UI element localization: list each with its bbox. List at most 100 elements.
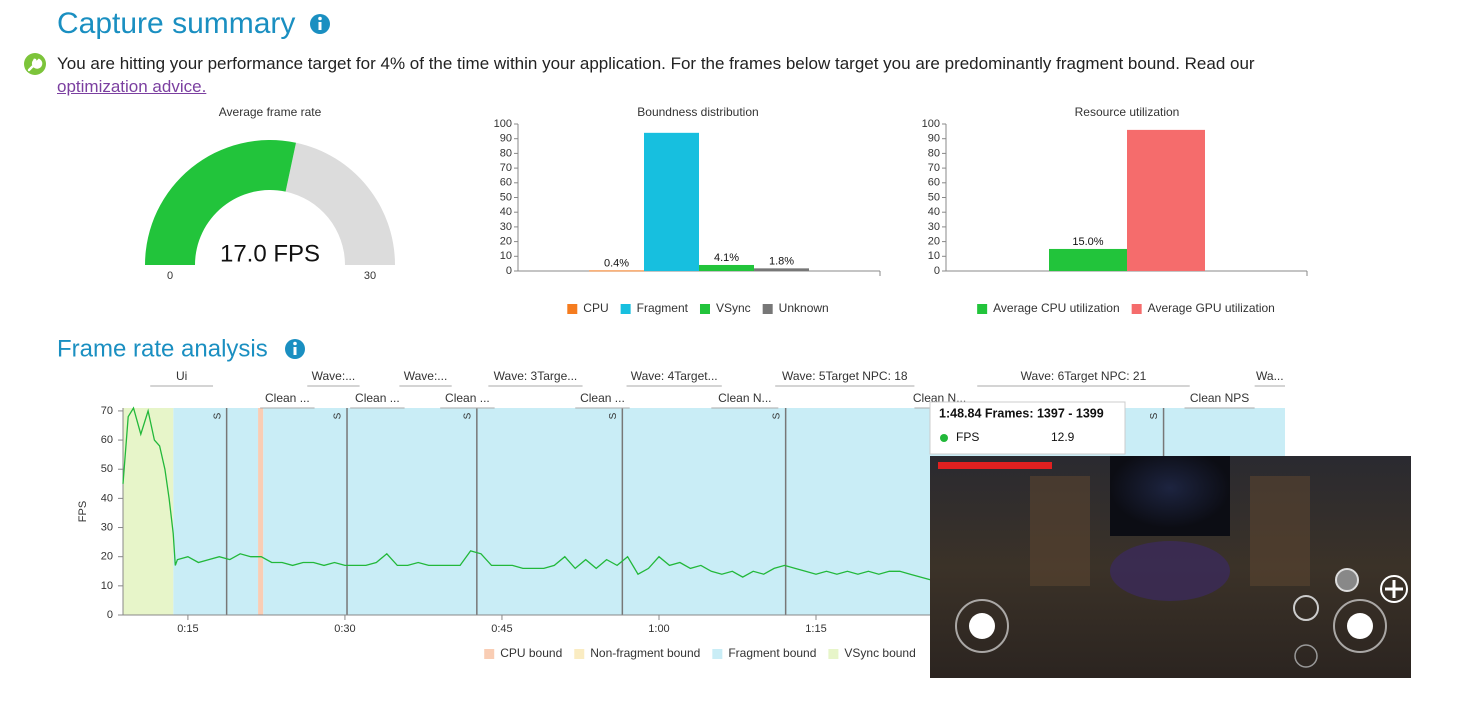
y-tick-label: 20 (101, 551, 113, 563)
y-tick-label: 10 (500, 250, 512, 262)
y-axis-label: FPS (77, 501, 89, 522)
legend-swatch (762, 304, 773, 314)
info-icon[interactable] (310, 14, 330, 34)
wrench-icon (24, 53, 46, 75)
legend: Average CPU utilization Average GPU utili… (977, 301, 1275, 315)
tooltip-dot (940, 434, 948, 442)
legend-swatch (1131, 304, 1142, 314)
tooltip-label: FPS (956, 430, 979, 444)
chart-title: Resource utilization (1075, 105, 1180, 119)
chart-title: Boundness distribution (637, 105, 758, 119)
legend-label: CPU bound (500, 646, 562, 660)
y-tick-label: 10 (928, 250, 940, 262)
legend-label: VSync bound (844, 646, 915, 660)
legend-label: VSync (716, 301, 751, 315)
value-label: 4.1% (714, 252, 739, 264)
info-icon[interactable] (285, 339, 305, 359)
gauge-tick-label: 0 (167, 270, 173, 282)
gauge-value (145, 140, 296, 265)
y-tick-label: 30 (101, 521, 113, 533)
annotation-label: Clean ... (355, 391, 400, 405)
legend-label: Unknown (779, 301, 829, 315)
value-label: 1.8% (769, 255, 794, 267)
x-tick-label: 0:30 (334, 623, 355, 635)
marker-label: S (462, 412, 473, 419)
y-tick-label: 60 (928, 177, 940, 189)
legend-swatch (574, 649, 585, 659)
y-tick-label: 60 (500, 177, 512, 189)
chart-title: Average frame rate (219, 105, 322, 119)
annotation-label: Clean N... (718, 391, 771, 405)
tooltip-title: 1:48.84 Frames: 1397 - 1399 (939, 406, 1104, 420)
annotation-label: Wave: 6Target NPC: 21 (1021, 369, 1147, 383)
bar (699, 264, 754, 271)
tooltip-value: 12.9 (1051, 430, 1075, 444)
annotation-label: Clean ... (445, 391, 490, 405)
y-tick-label: 70 (500, 162, 512, 174)
y-tick-label: 20 (928, 236, 940, 248)
legend-swatch (484, 649, 495, 659)
legend-label: Fragment bound (728, 646, 816, 660)
y-tick-label: 0 (934, 265, 940, 277)
advice-link[interactable]: optimization advice. (57, 77, 207, 96)
tooltip-box (929, 401, 1126, 455)
annotation-label: Wave: 4Target... (631, 369, 718, 383)
x-tick-label: 0:15 (177, 623, 198, 635)
bound-region (258, 408, 264, 615)
marker-label: S (771, 412, 782, 419)
y-tick-label: 100 (922, 118, 940, 130)
section-title: Frame rate analysis (57, 335, 268, 362)
gauge-label: 17.0 FPS (220, 240, 320, 267)
annotation-label: Clean ... (580, 391, 625, 405)
value-label: 15.0% (1072, 236, 1103, 248)
y-tick-label: 70 (928, 162, 940, 174)
y-tick-label: 30 (928, 221, 940, 233)
legend: CPU Fragment VSync Unknown (567, 301, 829, 315)
legend-swatch (567, 304, 578, 314)
x-tick-label: 0:45 (491, 623, 512, 635)
annotation-label: Clean NPS (1190, 391, 1249, 405)
y-tick-label: 80 (928, 147, 940, 159)
y-tick-label: 30 (500, 221, 512, 233)
x-tick-label: 1:00 (648, 623, 669, 635)
annotation-label: Wave: 5Target NPC: 18 (782, 369, 908, 383)
legend-swatch (712, 649, 723, 659)
y-tick-label: 70 (101, 405, 113, 417)
bar (1127, 129, 1205, 271)
legend-swatch (977, 304, 988, 314)
marker-label: S (1149, 412, 1160, 419)
game-screenshot (930, 456, 1411, 678)
y-tick-label: 40 (500, 206, 512, 218)
y-tick-label: 60 (101, 434, 113, 446)
value-label: 0.4% (604, 257, 629, 269)
y-tick-label: 50 (500, 191, 512, 203)
bar (644, 132, 699, 271)
gauge-track (285, 142, 395, 265)
y-tick-label: 40 (928, 206, 940, 218)
bar (589, 270, 644, 272)
gauge-tick-label: 30 (364, 270, 376, 282)
annotation-label: Ui (176, 369, 187, 383)
marker-label: S (333, 412, 344, 419)
summary: You are hitting your performance target … (57, 52, 1377, 98)
legend-label: Average GPU utilization (1148, 301, 1275, 315)
marker-label: S (608, 412, 619, 419)
legend-swatch (828, 649, 839, 659)
y-tick-label: 80 (500, 147, 512, 159)
y-tick-label: 90 (928, 133, 940, 145)
legend-label: Average CPU utilization (993, 301, 1120, 315)
legend: CPU bound Non-fragment bound Fragment boun… (484, 646, 916, 660)
y-tick-label: 100 (494, 118, 512, 130)
y-tick-label: 50 (928, 191, 940, 203)
bar (1049, 248, 1127, 271)
fps-line (122, 406, 932, 581)
annotation-label: Wave:... (312, 369, 356, 383)
bar (754, 268, 809, 271)
annotation-label: Clean ... (265, 391, 310, 405)
x-tick-label: 1:15 (805, 623, 826, 635)
section-title: Capture summary (57, 7, 295, 40)
y-tick-label: 0 (107, 609, 113, 621)
marker-label: S (212, 412, 223, 419)
